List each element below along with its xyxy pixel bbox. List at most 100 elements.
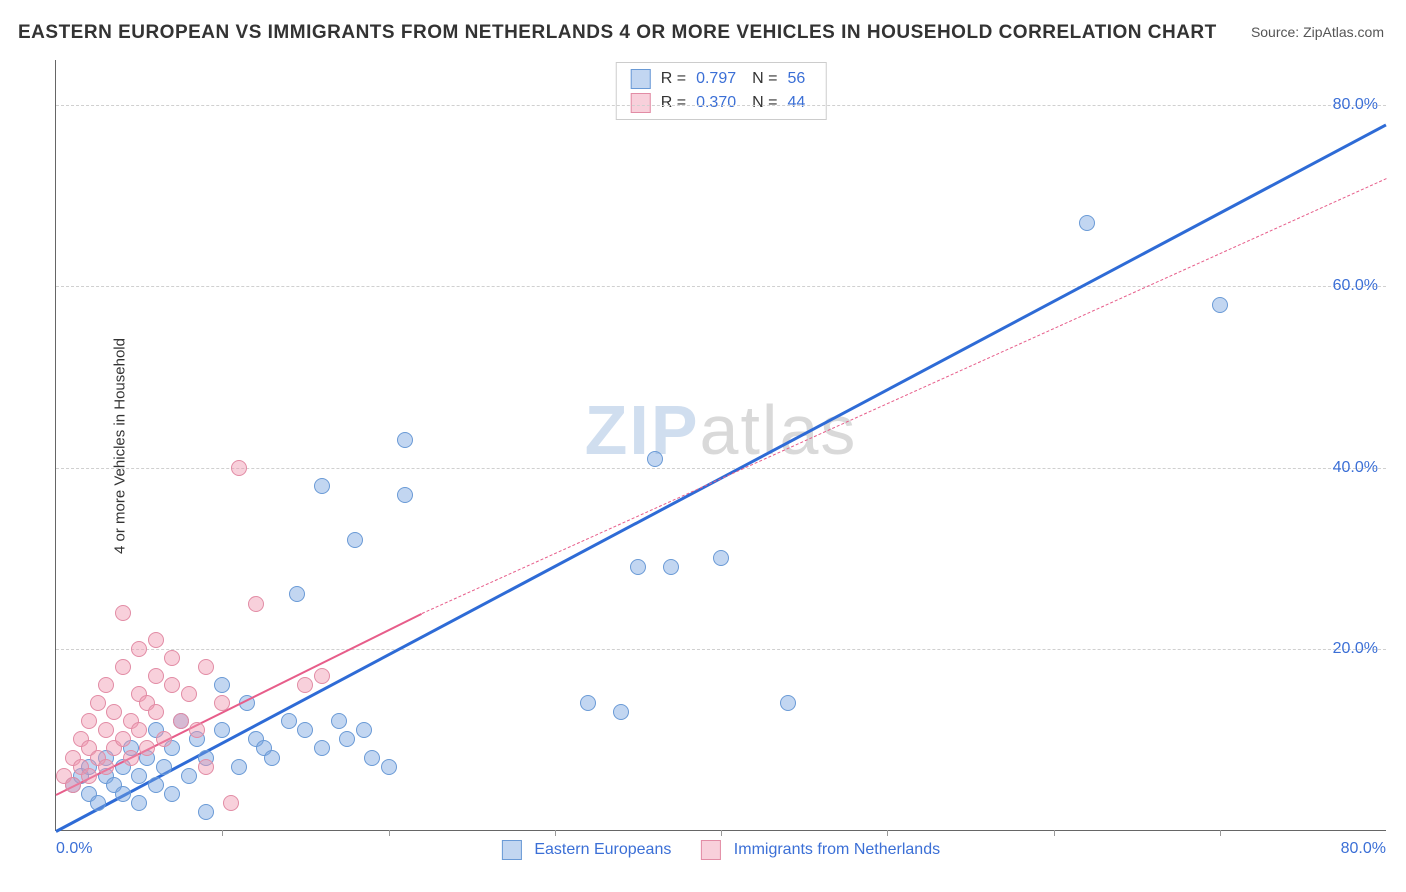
data-point	[164, 786, 180, 802]
legend-row-1: R = 0.370 N = 44	[631, 91, 812, 115]
x-minor-tick	[1054, 830, 1055, 836]
data-point	[397, 487, 413, 503]
data-point	[347, 532, 363, 548]
data-point	[630, 559, 646, 575]
data-point	[90, 695, 106, 711]
legend-swatch-1	[631, 93, 651, 113]
legend-n-label: N =	[752, 67, 777, 91]
x-minor-tick	[389, 830, 390, 836]
data-point	[264, 750, 280, 766]
data-point	[364, 750, 380, 766]
x-minor-tick	[721, 830, 722, 836]
data-point	[198, 804, 214, 820]
legend-row-0: R = 0.797 N = 56	[631, 67, 812, 91]
data-point	[81, 713, 97, 729]
y-tick-label: 80.0%	[1333, 96, 1378, 114]
data-point	[289, 586, 305, 602]
y-tick-label: 20.0%	[1333, 640, 1378, 658]
x-minor-tick	[887, 830, 888, 836]
data-point	[148, 777, 164, 793]
data-point	[173, 713, 189, 729]
data-point	[397, 432, 413, 448]
legend-series: Eastern Europeans Immigrants from Nether…	[502, 840, 940, 860]
legend-swatch-bottom-0	[502, 840, 522, 860]
data-point	[356, 722, 372, 738]
legend-swatch-bottom-1	[701, 840, 721, 860]
data-point	[780, 695, 796, 711]
legend-label-0: Eastern Europeans	[534, 841, 671, 858]
data-point	[131, 795, 147, 811]
data-point	[198, 659, 214, 675]
legend-label-1: Immigrants from Netherlands	[734, 841, 940, 858]
x-minor-tick	[555, 830, 556, 836]
watermark-zip: ZIP	[585, 391, 700, 469]
data-point	[580, 695, 596, 711]
legend-item-0: Eastern Europeans	[502, 840, 671, 860]
data-point	[314, 478, 330, 494]
scatter-plot: ZIPatlas R = 0.797 N = 56 R = 0.370 N = …	[55, 60, 1386, 831]
data-point	[381, 759, 397, 775]
gridline	[56, 105, 1386, 106]
data-point	[156, 731, 172, 747]
data-point	[339, 731, 355, 747]
legend-n-label: N =	[752, 91, 777, 115]
data-point	[98, 722, 114, 738]
data-point	[198, 759, 214, 775]
data-point	[214, 695, 230, 711]
y-tick-label: 40.0%	[1333, 459, 1378, 477]
legend-stats: R = 0.797 N = 56 R = 0.370 N = 44	[616, 62, 827, 120]
trend-line	[422, 178, 1387, 614]
data-point	[713, 550, 729, 566]
data-point	[106, 704, 122, 720]
data-point	[115, 659, 131, 675]
legend-r-value-0: 0.797	[696, 67, 736, 91]
data-point	[231, 460, 247, 476]
data-point	[248, 596, 264, 612]
data-point	[214, 677, 230, 693]
data-point	[647, 451, 663, 467]
data-point	[148, 632, 164, 648]
data-point	[115, 786, 131, 802]
data-point	[214, 722, 230, 738]
x-minor-tick	[222, 830, 223, 836]
data-point	[123, 750, 139, 766]
data-point	[131, 641, 147, 657]
data-point	[164, 650, 180, 666]
data-point	[181, 768, 197, 784]
data-point	[281, 713, 297, 729]
x-tick-label: 80.0%	[1341, 840, 1386, 858]
legend-r-label: R =	[661, 91, 686, 115]
data-point	[148, 704, 164, 720]
legend-r-value-1: 0.370	[696, 91, 736, 115]
data-point	[181, 686, 197, 702]
data-point	[115, 605, 131, 621]
data-point	[297, 677, 313, 693]
data-point	[331, 713, 347, 729]
x-tick-label: 0.0%	[56, 840, 92, 858]
data-point	[156, 759, 172, 775]
chart-title: EASTERN EUROPEAN VS IMMIGRANTS FROM NETH…	[18, 22, 1217, 44]
data-point	[98, 677, 114, 693]
data-point	[98, 759, 114, 775]
data-point	[314, 668, 330, 684]
data-point	[164, 677, 180, 693]
data-point	[148, 668, 164, 684]
data-point	[231, 759, 247, 775]
watermark: ZIPatlas	[585, 390, 858, 470]
gridline	[56, 649, 1386, 650]
data-point	[131, 768, 147, 784]
data-point	[81, 768, 97, 784]
legend-r-label: R =	[661, 67, 686, 91]
data-point	[131, 722, 147, 738]
data-point	[314, 740, 330, 756]
legend-n-value-0: 56	[787, 67, 805, 91]
legend-item-1: Immigrants from Netherlands	[701, 840, 940, 860]
data-point	[223, 795, 239, 811]
gridline	[56, 286, 1386, 287]
gridline	[56, 468, 1386, 469]
legend-n-value-1: 44	[787, 91, 805, 115]
legend-swatch-0	[631, 69, 651, 89]
x-minor-tick	[1220, 830, 1221, 836]
data-point	[663, 559, 679, 575]
data-point	[189, 722, 205, 738]
